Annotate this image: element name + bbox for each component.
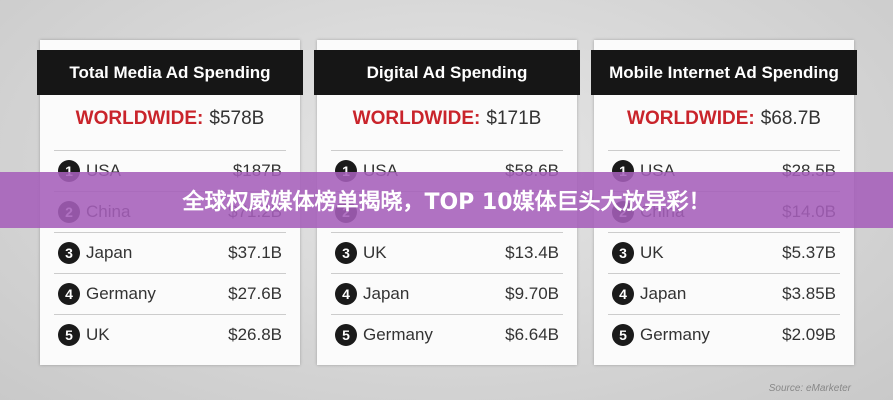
value: $26.8B (228, 325, 282, 344)
separator (54, 232, 286, 233)
worldwide: WORLDWIDE: $171B (317, 108, 577, 130)
country: Japan (86, 243, 133, 262)
value: $5.37B (782, 243, 836, 262)
rank-badge: 4 (58, 283, 80, 305)
separator (54, 314, 286, 315)
value: $3.85B (782, 284, 836, 303)
country: Germany (86, 284, 156, 303)
separator (54, 150, 286, 151)
rank-badge: 4 (612, 283, 634, 305)
worldwide-value: $578B (209, 108, 265, 129)
panel-title: Digital Ad Spending (314, 50, 580, 95)
separator (608, 273, 840, 274)
row: 4 Germany $27.6B (58, 274, 282, 314)
rank-badge: 5 (58, 324, 80, 346)
country: UK (86, 325, 110, 344)
separator (54, 273, 286, 274)
row: 5 UK $26.8B (58, 315, 282, 355)
worldwide-label: WORLDWIDE: (627, 108, 755, 129)
country: Germany (640, 325, 710, 344)
separator (608, 314, 840, 315)
worldwide-value: $171B (486, 108, 542, 129)
panel-title: Mobile Internet Ad Spending (591, 50, 857, 95)
row: 4 Japan $9.70B (335, 274, 559, 314)
rank-badge: 5 (612, 324, 634, 346)
rank-badge: 4 (335, 283, 357, 305)
value: $27.6B (228, 284, 282, 303)
panel-title: Total Media Ad Spending (37, 50, 303, 95)
separator (608, 150, 840, 151)
rank-badge: 3 (612, 242, 634, 264)
value: $37.1B (228, 243, 282, 262)
worldwide-label: WORLDWIDE: (75, 108, 204, 129)
worldwide: WORLDWIDE: $68.7B (594, 108, 854, 130)
worldwide-value: $68.7B (760, 108, 821, 129)
separator (331, 314, 563, 315)
country: Germany (363, 325, 433, 344)
value: $9.70B (505, 284, 559, 303)
row: 5 Germany $6.64B (335, 315, 559, 355)
row: 3 UK $13.4B (335, 233, 559, 273)
value: $13.4B (505, 243, 559, 262)
rank-badge: 3 (335, 242, 357, 264)
country: UK (363, 243, 387, 262)
banner: 全球权威媒体榜单揭晓，TOP 10媒体巨头大放异彩！ (0, 172, 893, 228)
value: $6.64B (505, 325, 559, 344)
worldwide: WORLDWIDE: $578B (40, 108, 300, 130)
row: 3 UK $5.37B (612, 233, 836, 273)
worldwide-label: WORLDWIDE: (352, 108, 481, 129)
separator (331, 232, 563, 233)
country: UK (640, 243, 664, 262)
value: $2.09B (782, 325, 836, 344)
separator (331, 150, 563, 151)
country: Japan (640, 284, 687, 303)
country: Japan (363, 284, 410, 303)
rank-badge: 5 (335, 324, 357, 346)
source: Source: eMarketer (768, 383, 851, 394)
separator (608, 232, 840, 233)
separator (331, 273, 563, 274)
row: 3 Japan $37.1B (58, 233, 282, 273)
rank-badge: 3 (58, 242, 80, 264)
row: 4 Japan $3.85B (612, 274, 836, 314)
row: 5 Germany $2.09B (612, 315, 836, 355)
